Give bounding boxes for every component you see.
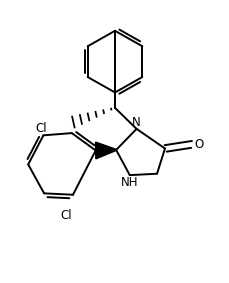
Text: Cl: Cl	[35, 122, 47, 135]
Text: O: O	[193, 138, 202, 151]
Text: N: N	[132, 116, 140, 129]
Polygon shape	[95, 142, 116, 159]
Text: Cl: Cl	[60, 209, 72, 222]
Text: NH: NH	[120, 176, 138, 189]
